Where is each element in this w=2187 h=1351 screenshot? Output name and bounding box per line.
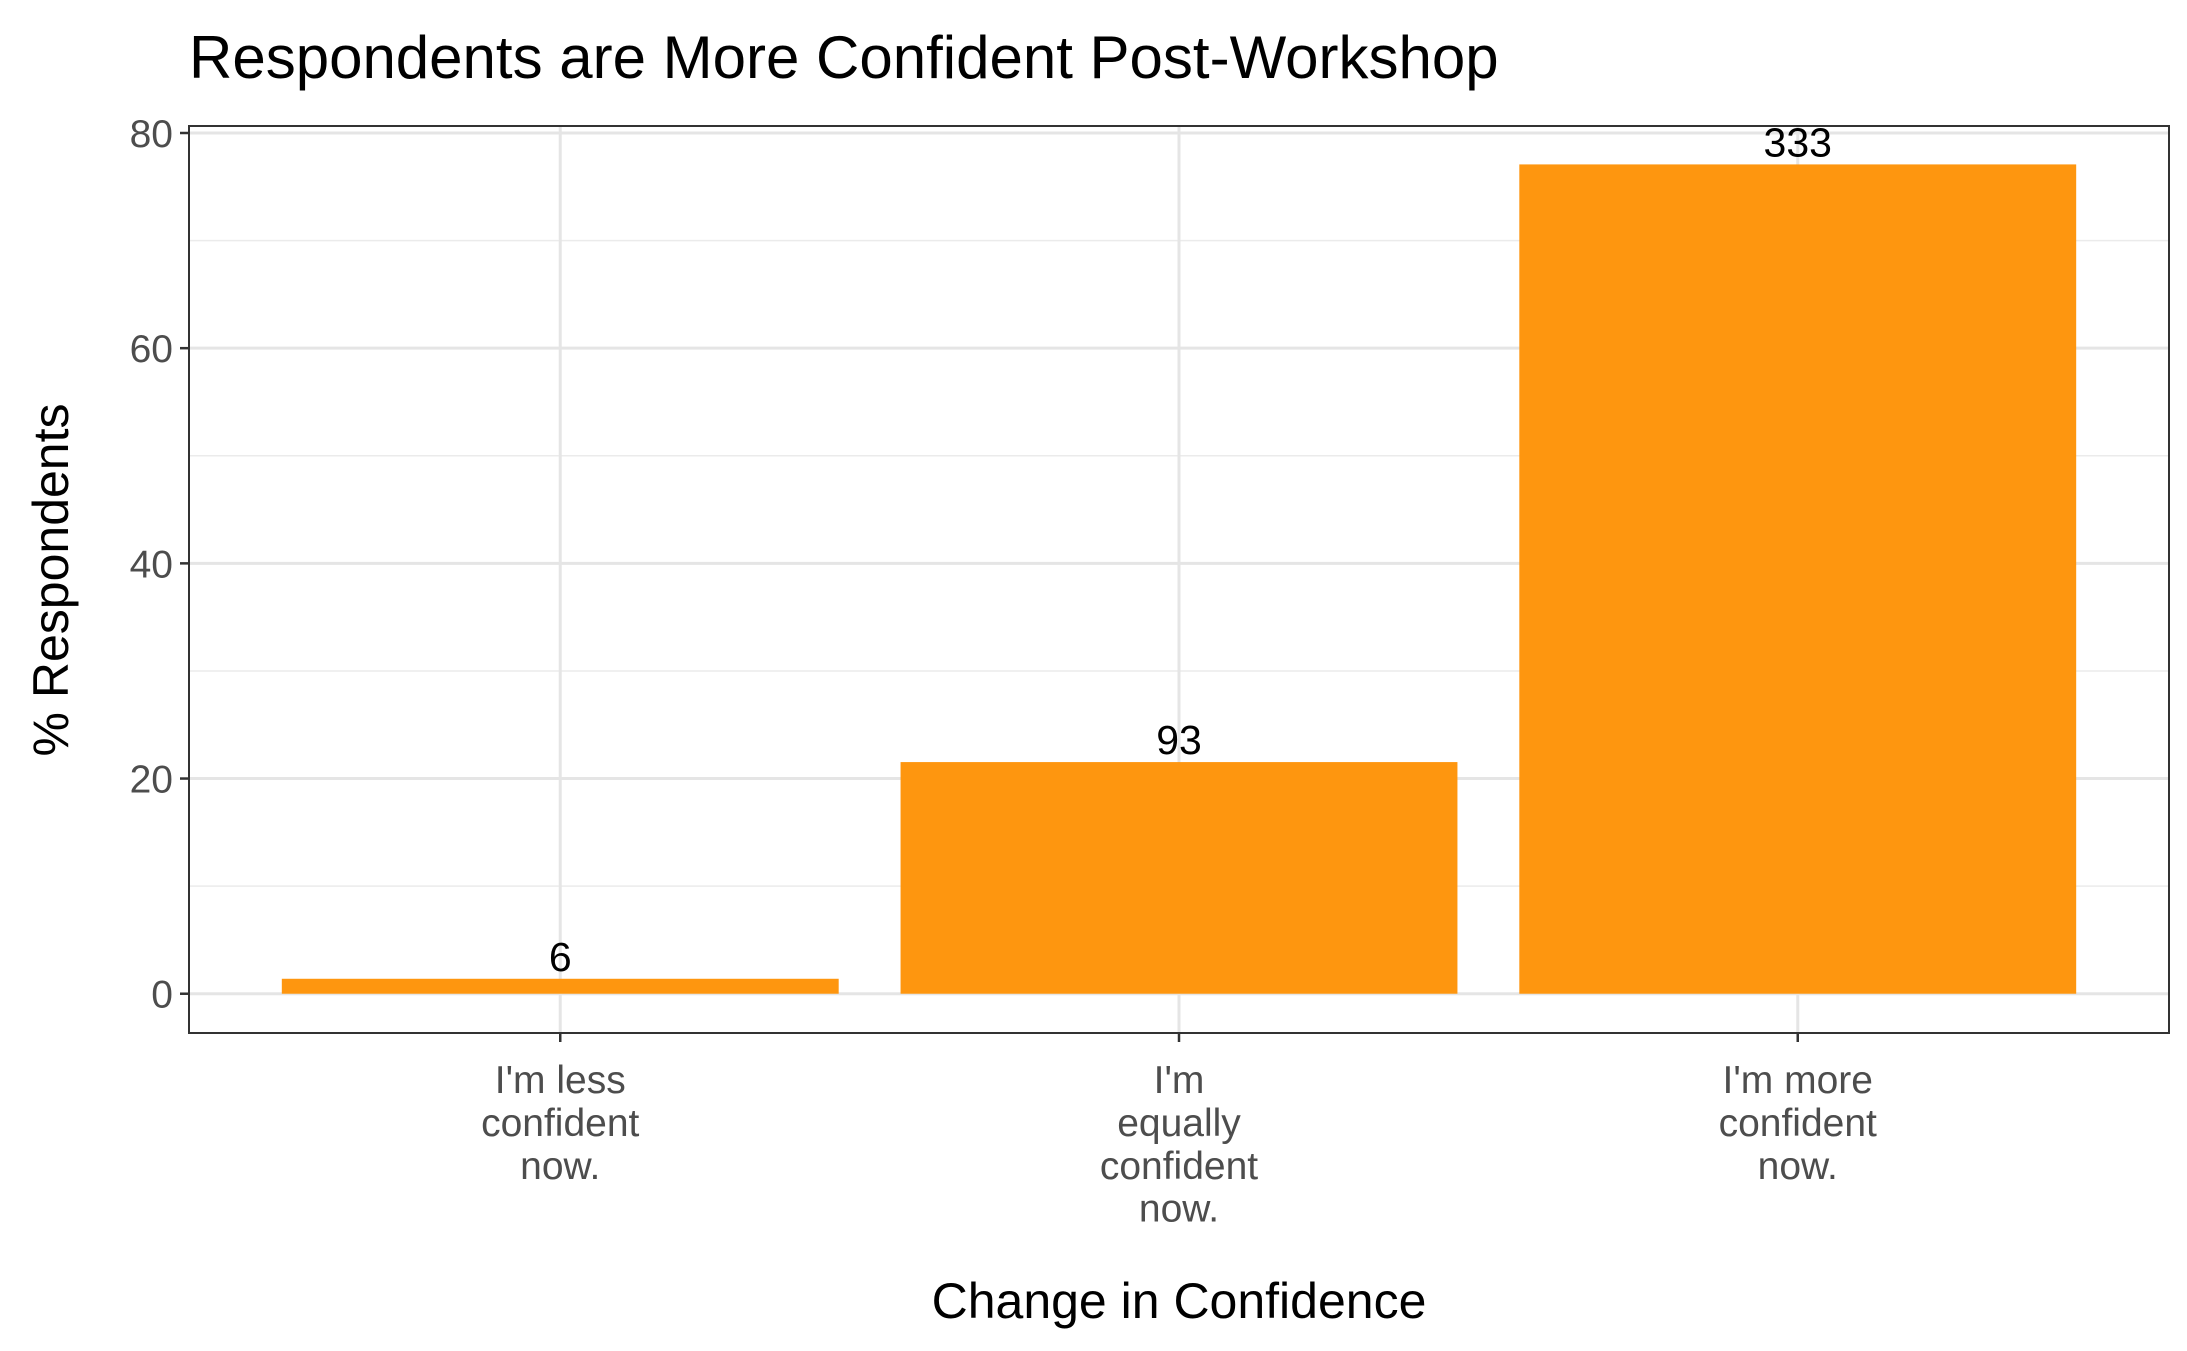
x-tick-label: I'm less confident now. bbox=[481, 1059, 639, 1188]
x-axis-title: Change in Confidence bbox=[932, 1273, 1427, 1329]
data-label: 93 bbox=[1156, 717, 1202, 763]
chart-title: Respondents are More Confident Post-Work… bbox=[189, 24, 1499, 91]
y-tick-label: 80 bbox=[130, 113, 173, 156]
y-tick-label: 20 bbox=[130, 759, 173, 802]
y-tick-label: 60 bbox=[130, 328, 173, 371]
x-tick-label: I'm more confident now. bbox=[1719, 1059, 1877, 1188]
bar bbox=[281, 978, 839, 994]
x-tick-label: I'm equally confident now. bbox=[1100, 1059, 1258, 1231]
bar bbox=[900, 762, 1458, 994]
data-label: 333 bbox=[1764, 119, 1832, 165]
y-tick-label: 0 bbox=[151, 974, 173, 1017]
y-axis-title: % Respondents bbox=[23, 403, 79, 756]
y-tick-label: 40 bbox=[130, 543, 173, 586]
panel-border bbox=[188, 125, 2170, 1034]
data-label: 6 bbox=[549, 934, 572, 980]
bar bbox=[1519, 164, 2077, 994]
